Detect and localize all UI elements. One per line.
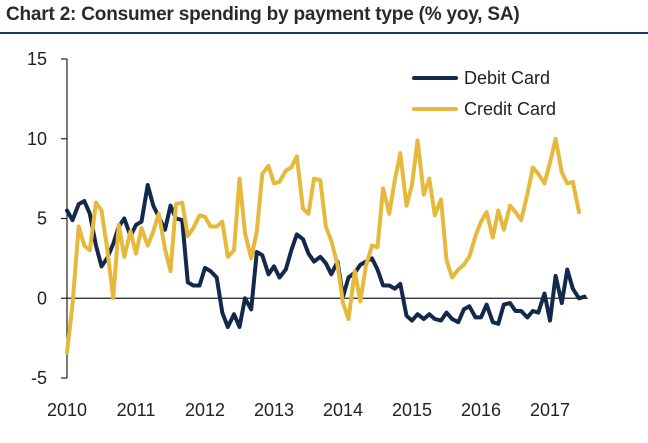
- x-tick-label: 2011: [117, 400, 156, 420]
- x-tick-label: 2010: [47, 400, 87, 420]
- legend: Debit Card Credit Card: [412, 68, 556, 119]
- x-tick-label: 2013: [254, 400, 294, 420]
- title-underline: [0, 32, 648, 34]
- series-line-debit-card: [65, 183, 587, 329]
- y-tick-label: 15: [27, 49, 47, 69]
- x-tick-label: 2012: [185, 400, 225, 420]
- series-layer: [65, 136, 587, 355]
- legend-label: Credit Card: [464, 99, 556, 119]
- x-tick-label: 2015: [392, 400, 432, 420]
- x-axis-ticks: 2010 2011 2012 2013 2014 2015 2016 2017: [47, 400, 570, 420]
- y-tick-label: 0: [37, 288, 47, 308]
- y-axis-ticks: 15 10 5 0 -5: [27, 49, 67, 388]
- x-tick-label: 2014: [323, 400, 363, 420]
- chart-title: Chart 2: Consumer spending by payment ty…: [6, 4, 520, 25]
- x-tick-label: 2016: [461, 400, 501, 420]
- y-tick-label: 5: [37, 209, 47, 229]
- x-tick-label: 2017: [530, 400, 570, 420]
- legend-label: Debit Card: [464, 68, 550, 88]
- y-tick-label: 10: [27, 129, 47, 149]
- y-tick-label: -5: [31, 368, 47, 388]
- series-line-credit-card: [65, 136, 581, 355]
